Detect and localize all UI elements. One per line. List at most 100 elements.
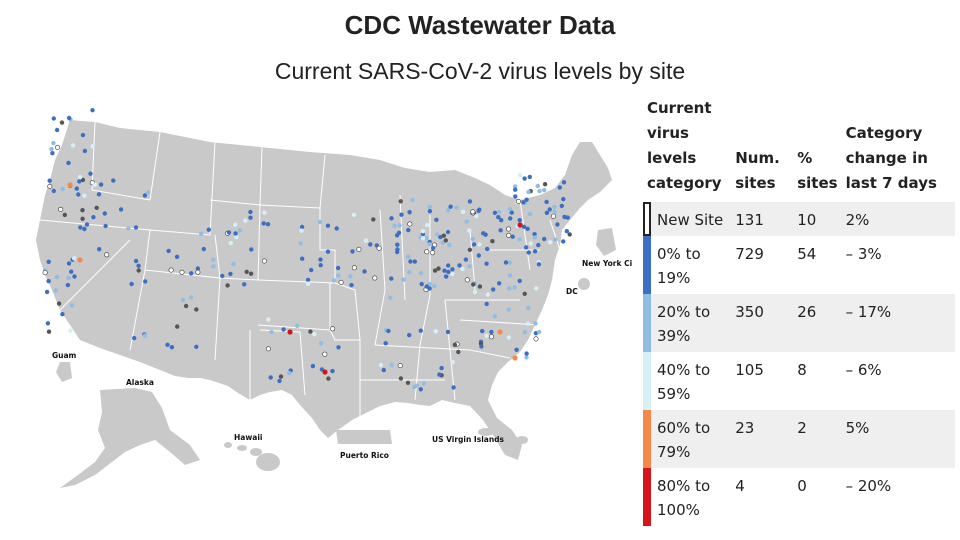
site-marker[interactable]: [470, 236, 475, 242]
site-marker[interactable]: [421, 381, 427, 386]
site-marker[interactable]: [169, 345, 175, 350]
site-marker[interactable]: [410, 197, 415, 203]
site-marker[interactable]: [443, 274, 449, 279]
site-marker[interactable]: [372, 275, 378, 281]
site-marker[interactable]: [552, 209, 557, 215]
site-marker[interactable]: [542, 236, 547, 242]
site-marker[interactable]: [305, 277, 311, 283]
site-marker[interactable]: [248, 209, 253, 215]
site-marker[interactable]: [143, 279, 148, 284]
site-marker[interactable]: [524, 355, 529, 360]
site-marker[interactable]: [522, 330, 528, 335]
site-marker[interactable]: [507, 260, 512, 265]
site-marker[interactable]: [509, 210, 514, 215]
site-marker[interactable]: [92, 182, 98, 187]
site-marker[interactable]: [506, 286, 512, 291]
site-marker[interactable]: [88, 171, 93, 176]
site-marker[interactable]: [460, 266, 465, 272]
site-marker[interactable]: [90, 144, 95, 149]
site-marker[interactable]: [248, 271, 254, 276]
site-marker[interactable]: [206, 227, 211, 232]
site-marker[interactable]: [535, 183, 540, 189]
site-marker[interactable]: [485, 246, 490, 252]
site-marker[interactable]: [512, 285, 517, 290]
site-marker[interactable]: [351, 265, 357, 271]
site-marker[interactable]: [544, 199, 549, 205]
site-marker[interactable]: [97, 247, 102, 252]
site-marker[interactable]: [312, 331, 317, 337]
site-marker[interactable]: [476, 253, 481, 258]
site-marker[interactable]: [512, 184, 518, 189]
site-marker[interactable]: [54, 127, 60, 133]
site-marker[interactable]: [512, 355, 518, 361]
site-marker[interactable]: [412, 384, 417, 390]
site-marker[interactable]: [395, 247, 400, 252]
site-marker[interactable]: [351, 212, 357, 217]
site-marker[interactable]: [503, 260, 509, 265]
site-marker[interactable]: [427, 204, 432, 210]
site-marker[interactable]: [526, 306, 531, 311]
site-marker[interactable]: [525, 321, 531, 326]
site-marker[interactable]: [522, 176, 527, 181]
site-marker[interactable]: [80, 132, 86, 138]
site-marker[interactable]: [356, 246, 362, 252]
site-marker[interactable]: [45, 321, 51, 326]
site-marker[interactable]: [68, 328, 73, 333]
site-marker[interactable]: [440, 240, 445, 245]
site-marker[interactable]: [427, 242, 432, 247]
site-marker[interactable]: [389, 362, 394, 368]
site-marker[interactable]: [54, 144, 60, 150]
site-marker[interactable]: [441, 233, 446, 238]
site-marker[interactable]: [168, 267, 174, 273]
site-marker[interactable]: [243, 218, 248, 223]
site-marker[interactable]: [72, 274, 77, 279]
site-marker[interactable]: [537, 188, 542, 194]
site-marker[interactable]: [506, 335, 511, 340]
site-marker[interactable]: [78, 225, 83, 230]
site-marker[interactable]: [405, 254, 411, 259]
site-marker[interactable]: [72, 256, 77, 261]
site-marker[interactable]: [334, 226, 339, 231]
site-marker[interactable]: [58, 206, 64, 212]
site-marker[interactable]: [536, 262, 542, 267]
site-marker[interactable]: [84, 222, 90, 227]
site-marker[interactable]: [174, 254, 180, 259]
site-marker[interactable]: [412, 259, 417, 264]
site-marker[interactable]: [454, 205, 459, 210]
site-marker[interactable]: [234, 235, 239, 240]
site-marker[interactable]: [195, 266, 200, 271]
site-marker[interactable]: [536, 329, 542, 335]
site-marker[interactable]: [226, 230, 232, 235]
site-marker[interactable]: [496, 209, 502, 215]
site-marker[interactable]: [407, 210, 412, 215]
site-marker[interactable]: [542, 187, 547, 193]
site-marker[interactable]: [228, 240, 233, 246]
site-marker[interactable]: [46, 329, 52, 334]
site-marker[interactable]: [552, 204, 557, 210]
site-marker[interactable]: [96, 192, 102, 197]
site-marker[interactable]: [433, 329, 438, 334]
site-marker[interactable]: [348, 274, 353, 279]
site-marker[interactable]: [233, 231, 238, 236]
site-marker[interactable]: [237, 228, 242, 233]
site-marker[interactable]: [446, 208, 451, 213]
site-marker[interactable]: [194, 344, 199, 349]
site-marker[interactable]: [477, 242, 482, 247]
site-marker[interactable]: [447, 242, 452, 248]
site-marker[interactable]: [438, 234, 443, 240]
site-marker[interactable]: [457, 263, 462, 268]
site-marker[interactable]: [427, 209, 433, 214]
site-marker[interactable]: [44, 289, 50, 295]
site-marker[interactable]: [533, 321, 538, 326]
site-marker[interactable]: [298, 241, 303, 246]
site-marker[interactable]: [492, 210, 498, 215]
site-marker[interactable]: [407, 270, 412, 275]
site-marker[interactable]: [437, 372, 442, 377]
site-marker[interactable]: [477, 284, 483, 289]
site-marker[interactable]: [308, 329, 313, 334]
site-marker[interactable]: [492, 314, 498, 319]
site-marker[interactable]: [432, 283, 437, 289]
site-marker[interactable]: [401, 277, 406, 282]
site-marker[interactable]: [309, 267, 314, 273]
site-marker[interactable]: [430, 250, 436, 256]
